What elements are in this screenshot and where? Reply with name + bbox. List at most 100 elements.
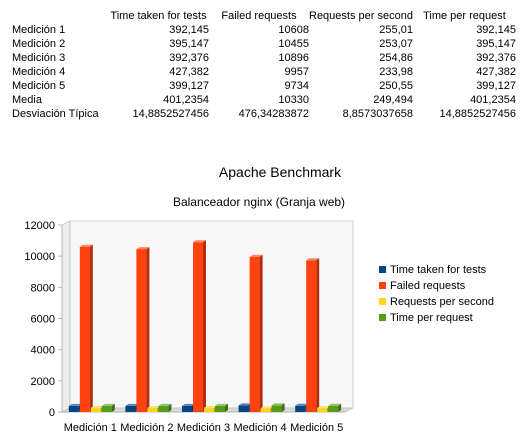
table-cell: 392,145 [476, 24, 516, 36]
table-cell: 395,147 [169, 38, 209, 50]
bar-side [259, 254, 263, 412]
y-tick-label: 12000 [24, 220, 55, 232]
table-cell: 249,494 [373, 94, 413, 106]
table-cell: 255,01 [379, 24, 413, 36]
table-header-row: Time taken for tests Failed requests Req… [12, 9, 516, 23]
bar-top [136, 247, 150, 250]
bar-top [193, 240, 206, 243]
table-cell: 10455 [278, 38, 309, 50]
bar [295, 405, 306, 412]
table-cell: 476,34283872 [238, 108, 309, 120]
bar-top [295, 403, 309, 406]
x-tick-label: Medición 2 [120, 422, 173, 434]
bar-top [328, 403, 342, 406]
bar [158, 405, 169, 412]
chart-legend: Time taken for tests Failed requests Reque… [379, 264, 494, 324]
legend-swatch [379, 314, 386, 321]
bar [68, 405, 79, 412]
legend-label: Time per request [390, 312, 473, 324]
table-cell: 427,382 [169, 66, 209, 78]
bar-side [89, 244, 93, 412]
legend-swatch [379, 298, 386, 305]
table-cell: 392,376 [476, 52, 516, 64]
bar [101, 405, 112, 412]
table-cell: 10330 [278, 94, 309, 106]
table-cell: 254,86 [379, 52, 413, 64]
y-tick-label: 0 [49, 407, 55, 419]
bar-top [101, 403, 115, 406]
table-cell: 10896 [278, 52, 309, 64]
row-label: Medición 3 [12, 52, 66, 64]
x-tick-label: Medición 1 [64, 422, 117, 434]
table-cell: 233,98 [379, 66, 413, 78]
bar-top [249, 254, 263, 257]
table-cell: 427,382 [476, 66, 516, 78]
table-cell: 392,376 [169, 52, 209, 64]
bar-side [281, 403, 285, 412]
table-row-stddev: Desviación Típica 14,8852527456 476,3428… [12, 107, 516, 121]
table-row: Medición 2 395,147 10455 253,07 395,147 [12, 37, 516, 51]
table-cell: 395,147 [476, 38, 516, 50]
table-cell: 14,8852527456 [439, 108, 516, 120]
table-cell: 401,2354 [470, 94, 516, 106]
header-requests-per-second: Requests per second [309, 10, 413, 22]
y-tick-label: 4000 [31, 345, 55, 357]
y-tick-label: 10000 [24, 251, 55, 263]
table-row-mean: Media 401,2354 10330 249,494 401,2354 [12, 93, 516, 107]
table-row: Medición 5 399,127 9734 250,55 399,127 [12, 79, 516, 93]
bar [182, 405, 192, 412]
bar-top [238, 403, 252, 406]
bar-side [338, 403, 342, 412]
x-tick-label: Medición 4 [233, 422, 286, 434]
table-cell: 392,145 [169, 24, 209, 36]
bar-top [215, 403, 228, 406]
x-tick-label: Medición 5 [290, 422, 343, 434]
table-cell: 10608 [278, 24, 309, 36]
table-cell: 8,8573037658 [342, 108, 413, 120]
bar [79, 246, 90, 412]
table-row: Medición 1 392,145 10608 255,01 392,145 [12, 23, 516, 37]
table-cell: 399,127 [476, 80, 516, 92]
table-cell: 253,07 [379, 38, 413, 50]
bar-top [68, 403, 82, 406]
bar [306, 260, 317, 412]
bar-top [147, 406, 161, 409]
header-time-per-request: Time per request [423, 10, 506, 22]
legend-label: Failed requests [390, 280, 466, 292]
bar [271, 405, 282, 412]
header-failed-requests: Failed requests [221, 10, 297, 22]
bar-side [225, 403, 228, 412]
chart-title: Apache Benchmark [219, 164, 342, 180]
bar [249, 256, 260, 412]
header-time-taken: Time taken for tests [110, 10, 207, 22]
row-label: Media [12, 94, 42, 106]
y-tick-label: 6000 [31, 314, 55, 326]
bar [136, 249, 147, 412]
row-label: Medición 4 [12, 66, 66, 78]
bar-side [146, 247, 150, 412]
chart-subtitle: Balanceador nginx (Granja web) [173, 195, 345, 209]
table-cell: 399,127 [169, 80, 209, 92]
bar-top [125, 403, 139, 406]
bar-side [168, 403, 172, 412]
bar [317, 408, 328, 412]
table-cell: 14,8852527456 [132, 108, 209, 120]
bar [90, 408, 101, 412]
legend-label: Time taken for tests [390, 264, 487, 276]
bar-top [271, 403, 285, 406]
bar-top [182, 403, 195, 406]
bar [238, 405, 249, 412]
data-table: Time taken for tests Failed requests Req… [12, 9, 516, 121]
bar [193, 242, 203, 412]
table-cell: 9957 [284, 66, 309, 78]
bar-top [306, 258, 320, 261]
bar [147, 408, 158, 412]
row-label: Medición 2 [12, 38, 66, 50]
legend-swatch [379, 282, 386, 289]
bar-side [203, 240, 206, 412]
legend-swatch [379, 266, 386, 273]
table-row: Medición 3 392,376 10896 254,86 392,376 [12, 51, 516, 65]
table-row: Medición 4 427,382 9957 233,98 427,382 [12, 65, 516, 79]
bar-side [111, 403, 115, 412]
